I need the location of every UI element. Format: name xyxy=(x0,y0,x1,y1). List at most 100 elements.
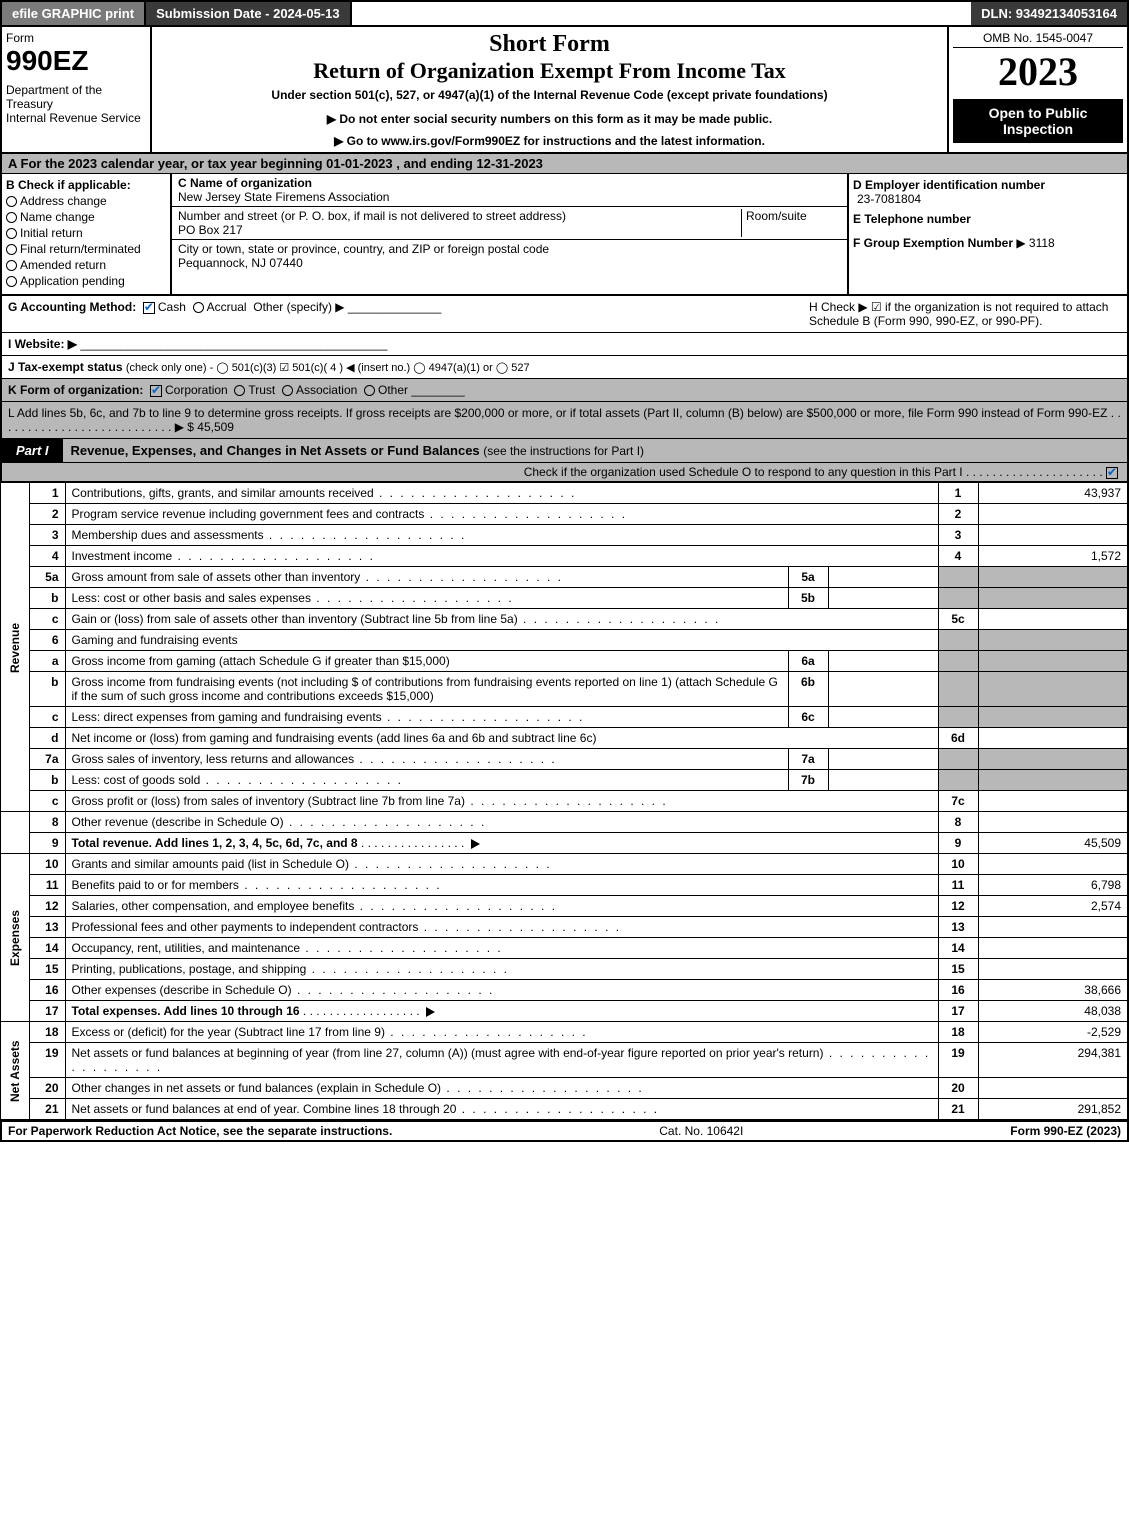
line-19-desc: Net assets or fund balances at beginning… xyxy=(65,1043,938,1078)
line-21-amt: 291,852 xyxy=(978,1099,1128,1120)
line-14-desc: Occupancy, rent, utilities, and maintena… xyxy=(65,938,938,959)
line-4-amt: 1,572 xyxy=(978,546,1128,567)
chk-other[interactable] xyxy=(364,385,375,396)
submission-date: Submission Date - 2024-05-13 xyxy=(146,2,352,25)
group-exemption: ▶ 3118 xyxy=(1016,236,1054,250)
schedule-o-check: Check if the organization used Schedule … xyxy=(0,463,1129,482)
chk-association[interactable] xyxy=(282,385,293,396)
section-l: L Add lines 5b, 6c, and 7b to line 9 to … xyxy=(0,402,1129,439)
chk-trust[interactable] xyxy=(234,385,245,396)
form-meta-block: OMB No. 1545-0047 2023 Open to Public In… xyxy=(947,27,1127,152)
line-7b-amt xyxy=(828,770,938,791)
line-2-desc: Program service revenue including govern… xyxy=(65,504,938,525)
chk-address-change[interactable]: Address change xyxy=(6,194,166,208)
c-city-label: City or town, state or province, country… xyxy=(178,242,549,256)
tax-year: 2023 xyxy=(953,48,1123,95)
goto-link[interactable]: ▶ Go to www.irs.gov/Form990EZ for instru… xyxy=(156,134,943,148)
line-20-amt xyxy=(978,1078,1128,1099)
form-title: Return of Organization Exempt From Incom… xyxy=(156,58,943,84)
line-6-desc: Gaming and fundraising events xyxy=(65,630,938,651)
line-7c-amt xyxy=(978,791,1128,812)
line-6b-amt xyxy=(828,672,938,707)
chk-application-pending[interactable]: Application pending xyxy=(6,274,166,288)
netassets-side-label: Net Assets xyxy=(1,1022,29,1120)
dept-label: Department of the Treasury Internal Reve… xyxy=(6,83,146,125)
chk-final-return[interactable]: Final return/terminated xyxy=(6,242,166,256)
line-13-desc: Professional fees and other payments to … xyxy=(65,917,938,938)
revenue-side-label: Revenue xyxy=(1,483,29,812)
e-label: E Telephone number xyxy=(853,212,1123,226)
line-8-amt xyxy=(978,812,1128,833)
form-subtitle: Under section 501(c), 527, or 4947(a)(1)… xyxy=(156,88,943,102)
chk-corporation[interactable] xyxy=(150,385,162,397)
chk-cash[interactable] xyxy=(143,302,155,314)
efile-print-button[interactable]: efile GRAPHIC print xyxy=(2,2,146,25)
paperwork-notice: For Paperwork Reduction Act Notice, see … xyxy=(8,1124,392,1138)
line-6c-desc: Less: direct expenses from gaming and fu… xyxy=(65,707,788,728)
line-7b-desc: Less: cost of goods sold xyxy=(65,770,788,791)
line-6d-desc: Net income or (loss) from gaming and fun… xyxy=(65,728,938,749)
line-17-amt: 48,038 xyxy=(978,1001,1128,1022)
line-6c-amt xyxy=(828,707,938,728)
org-city: Pequannock, NJ 07440 xyxy=(178,256,303,270)
section-k: K Form of organization: Corporation Trus… xyxy=(0,379,1129,402)
c-name-label: C Name of organization xyxy=(178,176,312,190)
chk-name-change[interactable]: Name change xyxy=(6,210,166,224)
line-10-desc: Grants and similar amounts paid (list in… xyxy=(65,854,938,875)
ssn-warning: ▶ Do not enter social security numbers o… xyxy=(156,112,943,126)
line-3-amt xyxy=(978,525,1128,546)
chk-accrual[interactable] xyxy=(193,302,204,313)
line-13-amt xyxy=(978,917,1128,938)
row-g-h: G Accounting Method: Cash Accrual Other … xyxy=(0,296,1129,333)
chk-schedule-o[interactable] xyxy=(1106,467,1118,479)
chk-initial-return[interactable]: Initial return xyxy=(6,226,166,240)
line-1-amt: 43,937 xyxy=(978,483,1128,504)
identity-block: B Check if applicable: Address change Na… xyxy=(0,174,1129,296)
dln: DLN: 93492134053164 xyxy=(971,2,1127,25)
line-6d-amt xyxy=(978,728,1128,749)
room-suite-label: Room/suite xyxy=(741,209,841,237)
line-11-desc: Benefits paid to or for members xyxy=(65,875,938,896)
line-18-desc: Excess or (deficit) for the year (Subtra… xyxy=(65,1022,938,1043)
section-i: I Website: ▶ ___________________________… xyxy=(0,333,1129,356)
omb-number: OMB No. 1545-0047 xyxy=(953,31,1123,48)
line-10-amt xyxy=(978,854,1128,875)
line-4-desc: Investment income xyxy=(65,546,938,567)
ein: 23-7081804 xyxy=(857,192,1123,206)
line-18-amt: -2,529 xyxy=(978,1022,1128,1043)
line-11-amt: 6,798 xyxy=(978,875,1128,896)
line-21-desc: Net assets or fund balances at end of ye… xyxy=(65,1099,938,1120)
line-5c-amt xyxy=(978,609,1128,630)
line-6a-amt xyxy=(828,651,938,672)
ln-1: 1 xyxy=(29,483,65,504)
form-ref: Form 990-EZ (2023) xyxy=(1010,1124,1121,1138)
line-5c-desc: Gain or (loss) from sale of assets other… xyxy=(65,609,938,630)
expenses-side-label: Expenses xyxy=(1,854,29,1022)
org-street: PO Box 217 xyxy=(178,223,243,237)
part-i-header: Part I Revenue, Expenses, and Changes in… xyxy=(0,439,1129,463)
section-a: A For the 2023 calendar year, or tax yea… xyxy=(0,154,1129,174)
form-id-block: Form 990EZ Department of the Treasury In… xyxy=(2,27,152,152)
d-label: D Employer identification number xyxy=(853,178,1123,192)
line-5a-desc: Gross amount from sale of assets other t… xyxy=(65,567,788,588)
line-6a-desc: Gross income from gaming (attach Schedul… xyxy=(65,651,788,672)
arrow-icon xyxy=(426,1007,435,1017)
line-19-amt: 294,381 xyxy=(978,1043,1128,1078)
line-20-desc: Other changes in net assets or fund bala… xyxy=(65,1078,938,1099)
form-header: Form 990EZ Department of the Treasury In… xyxy=(0,27,1129,154)
line-5b-desc: Less: cost or other basis and sales expe… xyxy=(65,588,788,609)
line-1-desc: Contributions, gifts, grants, and simila… xyxy=(65,483,938,504)
line-7a-desc: Gross sales of inventory, less returns a… xyxy=(65,749,788,770)
section-b: B Check if applicable: Address change Na… xyxy=(2,174,172,294)
line-9-amt: 45,509 xyxy=(978,833,1128,854)
org-name: New Jersey State Firemens Association xyxy=(178,190,389,204)
c-street-label: Number and street (or P. O. box, if mail… xyxy=(178,209,566,223)
line-7c-desc: Gross profit or (loss) from sales of inv… xyxy=(65,791,938,812)
line-15-desc: Printing, publications, postage, and shi… xyxy=(65,959,938,980)
part-i-tab: Part I xyxy=(2,439,63,462)
chk-amended-return[interactable]: Amended return xyxy=(6,258,166,272)
section-c: C Name of organization New Jersey State … xyxy=(172,174,847,294)
cat-no: Cat. No. 10642I xyxy=(392,1124,1010,1138)
line-5a-amt xyxy=(828,567,938,588)
short-form: Short Form xyxy=(156,31,943,58)
